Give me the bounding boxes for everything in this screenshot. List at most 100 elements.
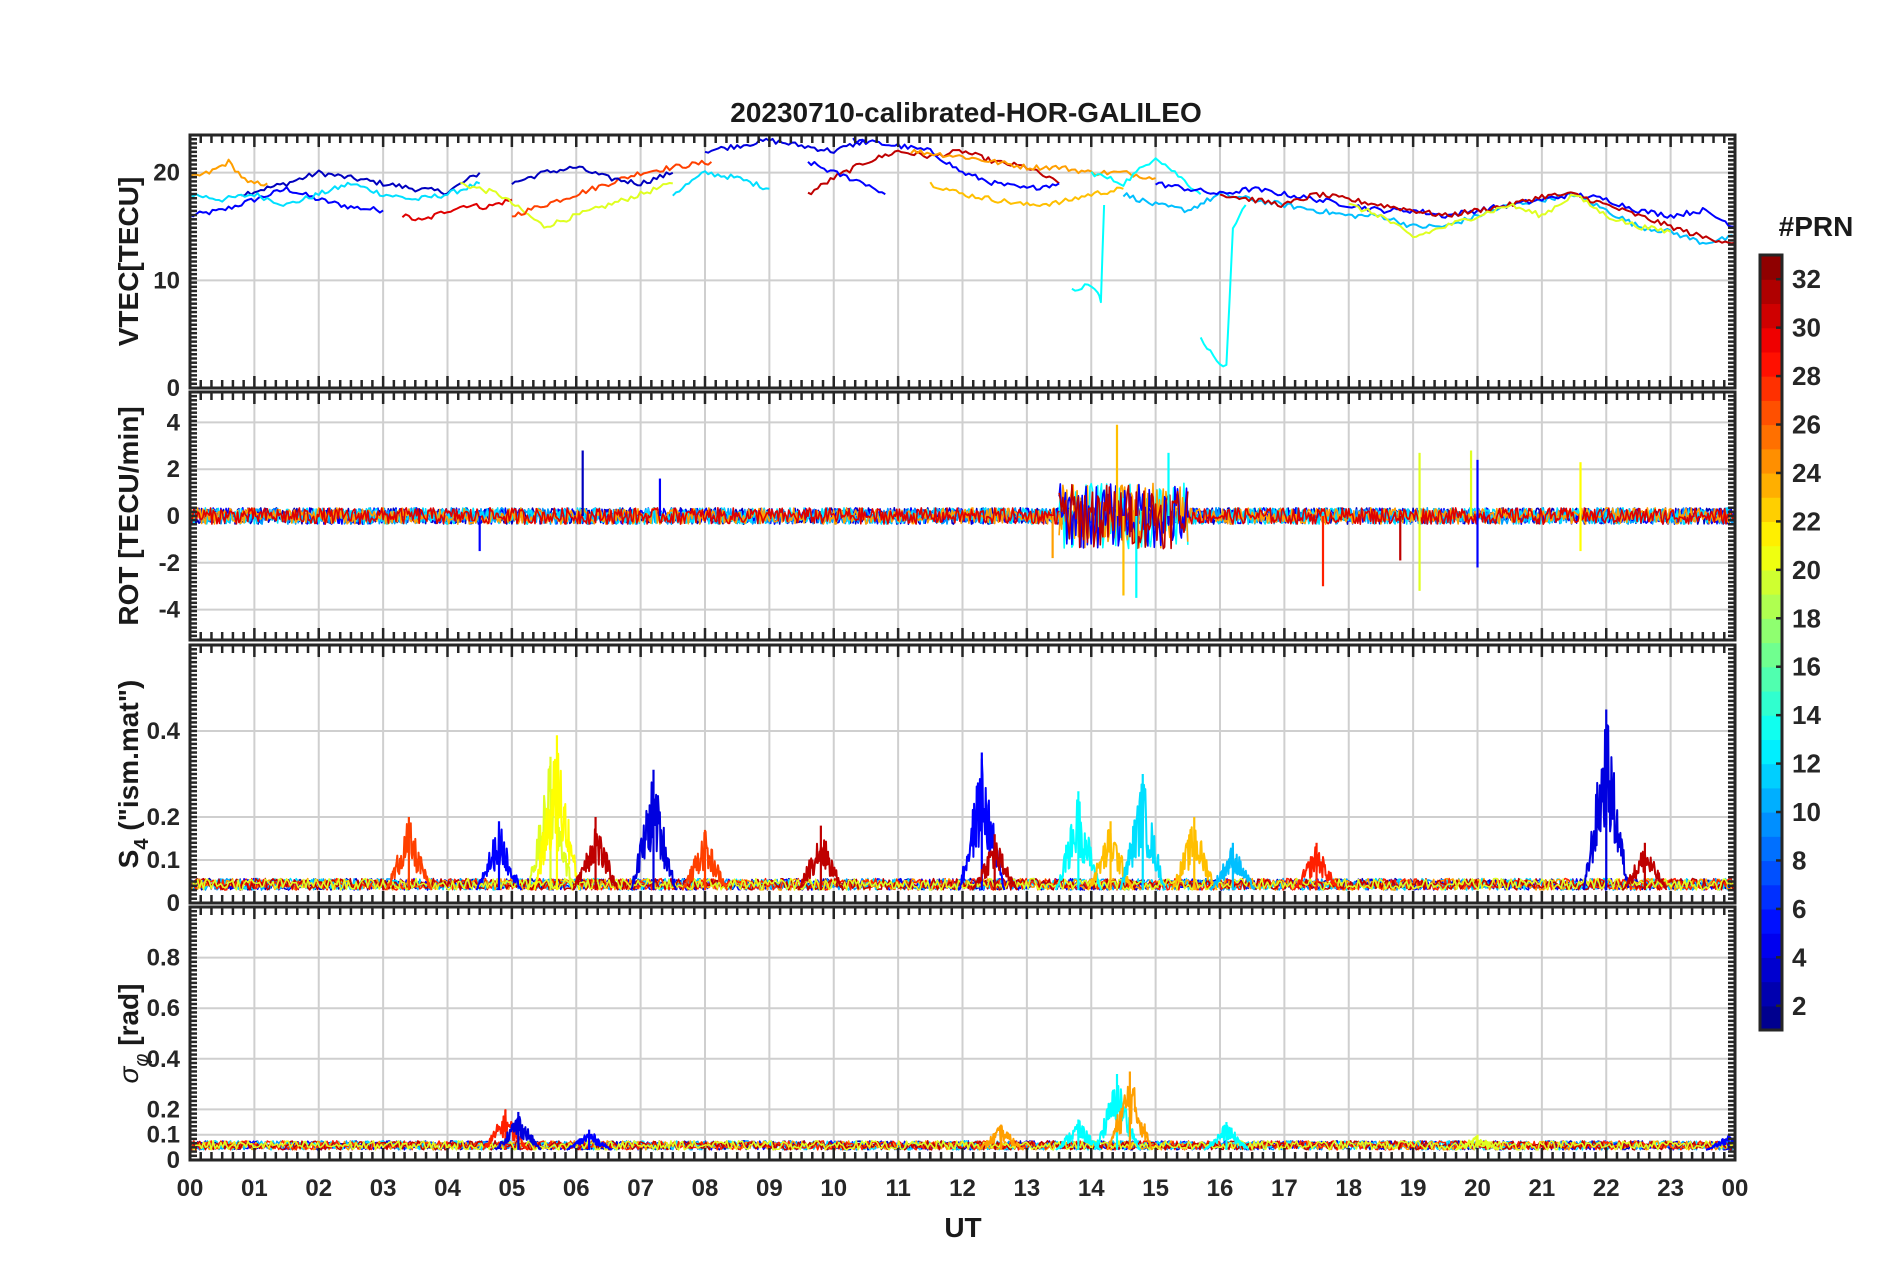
series-prn-13 bbox=[1071, 204, 1106, 304]
xtick-label: 05 bbox=[499, 1175, 526, 1202]
colorbar-segment bbox=[1760, 424, 1782, 450]
xtick-label: 18 bbox=[1335, 1175, 1362, 1202]
colorbar-segment bbox=[1760, 618, 1782, 644]
colorbar-segment bbox=[1760, 400, 1782, 426]
xtick-label: 19 bbox=[1400, 1175, 1427, 1202]
colorbar-segment bbox=[1760, 569, 1782, 595]
colorbar-frame bbox=[1758, 253, 1784, 1032]
ytick-label-sigma: 0.8 bbox=[147, 945, 180, 972]
colorbar-segment bbox=[1760, 327, 1782, 353]
xtick-label: 04 bbox=[434, 1175, 461, 1202]
colorbar-tick-label: 28 bbox=[1792, 361, 1821, 391]
series-prn-31 bbox=[1219, 191, 1735, 245]
ytick-label-sigma: 0.2 bbox=[147, 1096, 180, 1123]
colorbar-tick-label: 10 bbox=[1792, 797, 1821, 827]
ticks-sigma bbox=[188, 905, 1737, 1162]
colorbar-segment bbox=[1760, 472, 1782, 498]
colorbar-segment bbox=[1760, 351, 1782, 377]
xtick-label: 09 bbox=[756, 1175, 783, 1202]
colorbar-segment bbox=[1760, 279, 1782, 305]
ytick-label-s4: 0 bbox=[167, 890, 180, 917]
colorbar-segment bbox=[1760, 690, 1782, 716]
colorbar-segment bbox=[1760, 376, 1782, 401]
colorbar-tick-label: 18 bbox=[1792, 603, 1821, 633]
colorbar-tick-label: 24 bbox=[1792, 458, 1821, 488]
colorbar-title: #PRN bbox=[1779, 211, 1854, 242]
ytick-label-sigma: 0.1 bbox=[147, 1122, 180, 1149]
xtick-label: 01 bbox=[241, 1175, 268, 1202]
ytick-label-vtec: 10 bbox=[153, 267, 180, 294]
xtick-label: 17 bbox=[1271, 1175, 1298, 1202]
xtick-label: 22 bbox=[1593, 1175, 1620, 1202]
colorbar-segment bbox=[1760, 763, 1782, 789]
colorbar-segment bbox=[1760, 908, 1782, 934]
chart-title: 20230710-calibrated-HOR-GALILEO bbox=[730, 97, 1202, 128]
ylabel-sub: 4 bbox=[131, 838, 153, 850]
xtick-label: 21 bbox=[1529, 1175, 1556, 1202]
xtick-label: 06 bbox=[563, 1175, 590, 1202]
data-s4 bbox=[190, 709, 1734, 891]
series-prn-30 bbox=[401, 198, 513, 222]
ylabel-rot: ROT [TECU/min] bbox=[113, 406, 144, 625]
series-prn-27 bbox=[511, 159, 713, 218]
ytick-label-rot: 4 bbox=[167, 409, 181, 436]
colorbar-tick-label: 8 bbox=[1792, 845, 1806, 875]
series-prn-24 bbox=[190, 158, 268, 187]
colorbar-segment bbox=[1760, 812, 1782, 837]
ytick-label-s4: 0.2 bbox=[147, 804, 180, 831]
ytick-label-s4: 0.1 bbox=[147, 847, 180, 874]
colorbar-tick-label: 30 bbox=[1792, 313, 1821, 343]
xtick-label: 11 bbox=[885, 1175, 910, 1202]
ytick-label-vtec: 0 bbox=[167, 375, 180, 402]
series-prn-12 bbox=[672, 170, 770, 197]
colorbar-tick-label: 4 bbox=[1792, 942, 1807, 972]
series-prn-5 bbox=[807, 161, 886, 196]
colorbar-tick-label: 26 bbox=[1792, 410, 1821, 440]
ylabel-phi: φ bbox=[131, 1054, 153, 1067]
colorbar-tick-label: 20 bbox=[1792, 555, 1821, 585]
colorbar-segment bbox=[1760, 884, 1782, 910]
xtick-label: 00 bbox=[1722, 1175, 1749, 1202]
ytick-label-sigma: 0.6 bbox=[147, 995, 180, 1022]
xtick-label: 08 bbox=[692, 1175, 719, 1202]
ytick-label-sigma: 0.4 bbox=[147, 1046, 181, 1073]
colorbar-segment bbox=[1760, 739, 1782, 765]
panel-rot: -4 -2 0 2 4 ROT [TECU/min] bbox=[113, 390, 1737, 642]
colorbar-tick-label: 12 bbox=[1792, 749, 1821, 779]
colorbar-segment bbox=[1760, 545, 1782, 571]
colorbar-segment bbox=[1760, 787, 1782, 813]
ylabel-s4: S4 ("ism.mat") bbox=[113, 680, 153, 869]
colorbar-segment bbox=[1760, 981, 1782, 1007]
colorbar-segment bbox=[1760, 303, 1782, 329]
colorbar-segment bbox=[1760, 715, 1782, 740]
panel-s4: 0 0.1 0.2 0.4S4 ("ism.mat") bbox=[113, 643, 1737, 917]
series-prn-3 bbox=[511, 165, 674, 187]
xtick-label: 13 bbox=[1014, 1175, 1041, 1202]
colorbar-tick-label: 32 bbox=[1792, 264, 1821, 294]
colorbar-segment bbox=[1760, 497, 1782, 523]
colorbar-tick-label: 6 bbox=[1792, 894, 1806, 924]
ylabel-sigma: σφ [rad] bbox=[113, 984, 153, 1084]
colorbar-segment bbox=[1760, 666, 1782, 692]
ytick-label-sigma: 0 bbox=[167, 1147, 180, 1174]
colorbar-tick-label: 14 bbox=[1792, 700, 1821, 730]
colorbar-segment bbox=[1760, 860, 1782, 886]
ytick-label-vtec: 20 bbox=[153, 160, 180, 187]
xtick-label: 03 bbox=[370, 1175, 397, 1202]
colorbar-segment bbox=[1760, 521, 1782, 547]
colorbar-tick-label: 22 bbox=[1792, 506, 1821, 536]
ytick-label-rot: 0 bbox=[167, 503, 180, 530]
series-prn-5 bbox=[1155, 181, 1735, 228]
xtick-label: 20 bbox=[1464, 1175, 1491, 1202]
xtick-label: 16 bbox=[1207, 1175, 1234, 1202]
series-prn-20 bbox=[1348, 193, 1672, 239]
colorbar-tick-label: 2 bbox=[1792, 991, 1806, 1021]
ylabel-sigma: σ bbox=[113, 1065, 144, 1083]
colorbar-tick-label: 16 bbox=[1792, 652, 1821, 682]
xtick-label: 02 bbox=[305, 1175, 332, 1202]
colorbar-segment bbox=[1760, 1005, 1782, 1031]
xtick-label: 10 bbox=[820, 1175, 847, 1202]
ytick-label-s4: 0.4 bbox=[147, 718, 181, 745]
colorbar-segment bbox=[1760, 642, 1782, 668]
